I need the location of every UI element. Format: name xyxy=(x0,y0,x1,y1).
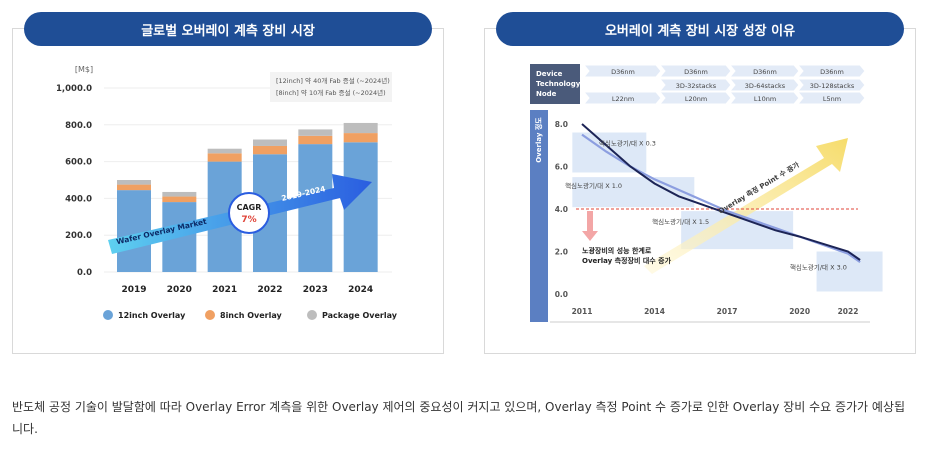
y-tick-label: 6.0 xyxy=(555,163,568,172)
legend-swatch xyxy=(103,310,113,320)
y-tick-label: 800.0 xyxy=(65,121,92,131)
y-tick-label: 2.0 xyxy=(555,248,568,257)
annotation-label: 핵심노광기/대 X 3.0 xyxy=(790,263,847,272)
x-tick-label: 2020 xyxy=(167,285,192,295)
y-tick-label: 1,000.0 xyxy=(56,84,92,94)
limit-note-2: Overlay 측정장비 대수 증가 xyxy=(582,256,672,265)
node-row1-text: D36nm xyxy=(611,68,635,76)
node-row2-text: 3D-128stacks xyxy=(810,82,855,90)
node-row1-text: D36nm xyxy=(684,68,708,76)
annotation-box xyxy=(816,251,883,292)
node-row2-cell xyxy=(728,78,800,92)
x-tick-label: 2017 xyxy=(717,307,738,316)
fab-note: [12inch] 약 40개 Fab 증설 (~2024년) xyxy=(276,76,390,85)
node-row3-cell xyxy=(582,91,662,105)
legend-swatch xyxy=(307,310,317,320)
bar-8inch-overlay-2023 xyxy=(298,135,333,145)
node-row1-text: D36nm xyxy=(820,68,844,76)
legend-label: Package Overlay xyxy=(322,311,398,320)
bar-8inch-overlay-2020 xyxy=(162,196,197,203)
bar-package-overlay-2022 xyxy=(253,139,287,146)
market-bar-chart: [M$] 1,000.0 800.0 600.0 400.0 200.0 0.0 2019 20… xyxy=(56,65,398,320)
x-tick-label: 2019 xyxy=(121,285,146,295)
bar-8inch-overlay-2021 xyxy=(207,153,242,162)
bar-8inch-overlay-2024 xyxy=(343,133,378,143)
legend-swatch xyxy=(205,310,215,320)
bar-package-overlay-2024 xyxy=(343,122,378,134)
legend-label: 8inch Overlay xyxy=(220,311,283,320)
x-tick-label: 2022 xyxy=(838,307,859,316)
node-row1-cell xyxy=(728,64,800,78)
node-row3-text: L10nm xyxy=(754,95,776,103)
node-row3-text: L5nm xyxy=(823,95,841,103)
trend-line-dark xyxy=(581,123,861,261)
cagr-badge xyxy=(228,192,270,234)
node-row3-text: L20nm xyxy=(685,95,707,103)
node-label-text: Node xyxy=(536,90,557,98)
fab-notes-box xyxy=(270,72,392,102)
node-row2-cell xyxy=(658,78,732,92)
y-unit-label: [M$] xyxy=(75,65,93,74)
description-text: 반도체 공정 기술이 발달함에 따라 Overlay Error 계측을 위한 … xyxy=(12,400,906,436)
y-tick-label: 0.0 xyxy=(77,268,92,278)
node-row1-cell xyxy=(658,64,732,78)
bar-package-overlay-2023 xyxy=(298,129,333,136)
node-label-box xyxy=(530,64,580,104)
x-tick-label: 2011 xyxy=(572,307,593,316)
annotation-label: 핵심노광기/대 X 1.0 xyxy=(565,181,622,190)
y-tick-label: 0.0 xyxy=(555,290,568,299)
y-tick-label: 600.0 xyxy=(65,158,92,168)
overlay-point-arrow xyxy=(644,138,848,274)
y-tick-label: 400.0 xyxy=(65,194,92,204)
overlay-trend-chart: Device Technology Node D36nm D36nm D36nm D36nm… xyxy=(530,64,883,323)
bar-package-overlay-2021 xyxy=(207,148,242,154)
legend-label: 12inch Overlay xyxy=(118,311,186,320)
node-row1-cell xyxy=(796,64,866,78)
limit-arrow-shaft xyxy=(587,211,593,231)
node-row3-cell xyxy=(728,91,800,105)
y-axis-label: Overlay 정도 xyxy=(534,117,543,163)
y-tick-label: 200.0 xyxy=(65,231,92,241)
cagr-value: 7% xyxy=(241,215,256,225)
x-tick-label: 2022 xyxy=(257,285,282,295)
bar-8inch-overlay-2019 xyxy=(117,184,151,191)
limit-arrow-head xyxy=(582,231,598,241)
limit-note-1: 노광장비의 성능 한계로 xyxy=(582,246,652,255)
y-tick-label: 4.0 xyxy=(555,205,568,214)
node-label-text: Device xyxy=(536,70,563,78)
fab-note: [8inch] 약 10개 Fab 증설 (~2024년) xyxy=(276,88,386,97)
bar-12inch-overlay-2023 xyxy=(298,144,333,272)
node-label-text: Technology xyxy=(536,80,581,88)
node-row2-text: 3D-32stacks xyxy=(676,82,717,90)
x-tick-label: 2023 xyxy=(303,285,328,295)
y-axis-band xyxy=(530,110,548,322)
bar-package-overlay-2020 xyxy=(162,191,197,197)
bar-12inch-overlay-2024 xyxy=(343,142,378,272)
x-tick-label: 2014 xyxy=(644,307,665,316)
cagr-label: CAGR xyxy=(237,203,262,212)
node-row3-cell xyxy=(658,91,732,105)
y-tick-label: 8.0 xyxy=(555,120,568,129)
annotation-label: 핵심노광기/대 X 0.3 xyxy=(599,138,656,147)
node-row1-text: D36nm xyxy=(753,68,777,76)
bar-12inch-overlay-2019 xyxy=(117,190,151,272)
x-tick-label: 2020 xyxy=(789,307,810,316)
annotation-label: 핵심노광기/대 X 1.5 xyxy=(652,217,709,226)
node-row2-text: 3D-64stacks xyxy=(745,82,786,90)
growth-reason-title: 오버레이 계측 장비 시장 성장 이유 xyxy=(496,12,904,46)
node-row3-text: L22nm xyxy=(612,95,634,103)
bar-8inch-overlay-2022 xyxy=(253,145,287,155)
node-row2-cell xyxy=(796,78,866,92)
x-tick-label: 2024 xyxy=(348,285,373,295)
x-tick-label: 2021 xyxy=(212,285,237,295)
node-row1-cell xyxy=(582,64,662,78)
node-row3-cell xyxy=(796,91,866,105)
market-chart-title: 글로벌 오버레이 계측 장비 시장 xyxy=(24,12,432,46)
bar-package-overlay-2019 xyxy=(117,180,151,185)
annotation-box xyxy=(572,177,695,208)
